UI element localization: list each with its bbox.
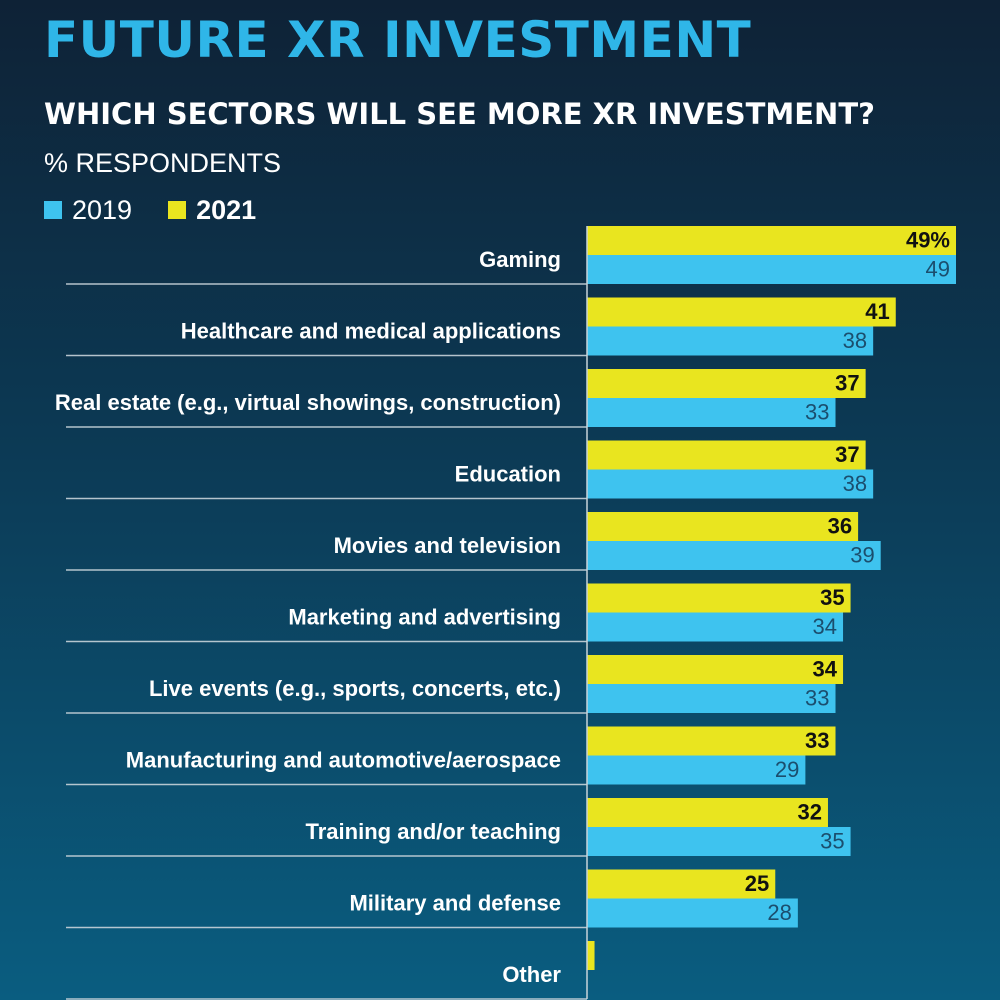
chart-title: FUTURE XR INVESTMENT — [44, 11, 752, 69]
category-label-cat-2: Real estate (e.g., virtual showings, con… — [55, 390, 561, 415]
legend-swatch-2021 — [168, 201, 187, 219]
bar-2021-cat-7 — [587, 726, 836, 756]
legend-label-2019: 2019 — [72, 194, 133, 225]
category-label-cat-3: Education — [455, 461, 561, 486]
data-label-2019-cat-5: 34 — [813, 614, 837, 639]
data-label-2021-cat-2: 37 — [835, 370, 859, 395]
bar-2019-cat-8 — [587, 827, 851, 856]
category-label-cat-1: Healthcare and medical applications — [181, 318, 561, 343]
bar-2021-cat-10 — [587, 941, 595, 970]
category-label-cat-5: Marketing and advertising — [288, 604, 561, 629]
bar-2021-cat-6 — [587, 655, 844, 684]
bar-2019-cat-7 — [587, 755, 806, 785]
legend: 2019 2021 — [44, 193, 292, 227]
bar-2019-cat-2 — [587, 398, 836, 427]
category-label-cat-6: Live events (e.g., sports, concerts, etc… — [149, 676, 561, 701]
data-label-2021-cat-4: 36 — [828, 513, 852, 538]
data-label-2021-cat-8: 32 — [797, 799, 821, 824]
category-label-cat-7: Manufacturing and automotive/aerospace — [126, 747, 561, 772]
bar-2021-cat-0 — [587, 226, 956, 255]
data-label-2019-cat-4: 39 — [850, 542, 874, 567]
bar-2019-cat-1 — [587, 326, 874, 356]
category-label-cat-10: Other — [502, 962, 561, 987]
bar-2021-cat-1 — [587, 297, 896, 327]
category-label-cat-9: Military and defense — [349, 890, 561, 915]
data-label-2019-cat-7: 29 — [775, 757, 799, 782]
data-label-2021-cat-0: 49% — [906, 227, 950, 252]
bar-2019-cat-9 — [587, 898, 798, 928]
bar-2021-cat-3 — [587, 440, 866, 470]
data-label-2021-cat-3: 37 — [835, 442, 859, 467]
bar-2019-cat-6 — [587, 684, 836, 713]
data-label-2019-cat-6: 33 — [805, 685, 829, 710]
data-label-2021-cat-6: 34 — [813, 656, 838, 681]
bar-2021-cat-9 — [587, 869, 776, 899]
bar-2021-cat-8 — [587, 798, 828, 827]
data-label-2019-cat-8: 35 — [820, 828, 844, 853]
bar-2019-cat-4 — [587, 541, 881, 570]
category-label-cat-0: Gaming — [479, 247, 561, 272]
bar-2019-cat-5 — [587, 612, 844, 642]
data-label-2021-cat-5: 35 — [820, 585, 844, 610]
data-label-2021-cat-1: 41 — [865, 299, 889, 324]
units-label: % RESPONDENTS — [44, 148, 282, 178]
data-label-2019-cat-1: 38 — [843, 328, 867, 353]
data-label-2019-cat-2: 33 — [805, 399, 829, 424]
data-label-2019-cat-9: 28 — [767, 900, 791, 925]
data-label-2021-cat-7: 33 — [805, 728, 829, 753]
bar-2019-cat-0 — [587, 255, 956, 284]
bar-2021-cat-2 — [587, 369, 866, 398]
data-label-2021-cat-9: 25 — [745, 871, 769, 896]
legend-item-2019: 2019 — [44, 195, 132, 226]
legend-swatch-2019 — [44, 201, 62, 219]
bar-2021-cat-4 — [587, 512, 859, 541]
category-label-cat-4: Movies and television — [334, 533, 561, 558]
data-label-2019-cat-0: 49 — [926, 256, 950, 281]
category-label-cat-8: Training and/or teaching — [306, 819, 561, 844]
chart-subtitle: WHICH SECTORS WILL SEE MORE XR INVESTMEN… — [44, 97, 875, 131]
bar-2021-cat-5 — [587, 583, 851, 613]
bar-2019-cat-3 — [587, 469, 874, 499]
data-label-2019-cat-3: 38 — [843, 471, 867, 496]
legend-label-2021: 2021 — [196, 194, 257, 225]
legend-item-2021: 2021 — [168, 195, 256, 226]
